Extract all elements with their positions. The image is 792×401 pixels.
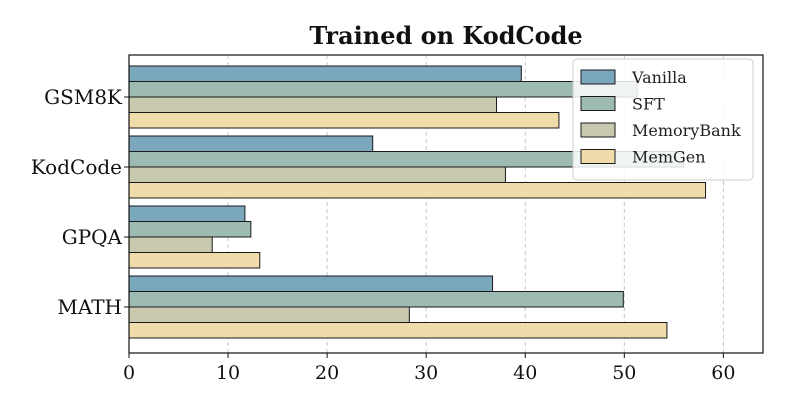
y-category-label: MATH [57,295,122,319]
bar-memgen-kodcode [128,182,707,199]
x-tick-label: 20 [315,362,339,384]
y-axis-categories: GSM8K KodCode GPQA MATH [31,85,129,319]
bar-sft-gpqa [128,221,252,238]
legend-label: SFT [632,95,665,114]
legend-swatch [580,69,616,85]
x-tick-label: 60 [711,362,735,384]
bar-vanilla-gpqa [128,205,246,222]
y-category-label: GSM8K [44,85,123,109]
bar-memgen-gsm8k [128,112,560,129]
y-category-label: KodCode [31,155,122,179]
bar-memorybank-gpqa [128,236,213,253]
legend: Vanilla SFT MemoryBank MemGen [572,58,754,181]
bar-vanilla-gsm8k [128,65,522,82]
x-axis-ticks: 0 10 20 30 40 50 60 [123,353,735,384]
x-tick-label: 30 [414,362,438,384]
x-tick-label: 10 [216,362,240,384]
bar-vanilla-math [128,275,494,292]
plot-frame [128,54,764,354]
y-category-label: GPQA [62,225,123,249]
bar-sft-math [128,291,624,308]
bar-memgen-math [128,322,668,339]
legend-label: MemoryBank [632,121,741,140]
bar-memorybank-kodcode [128,166,506,183]
bar-memgen-gpqa [128,252,261,269]
x-tick-label: 40 [513,362,537,384]
legend-swatch [580,149,616,164]
chart-title: Trained on KodCode [309,21,582,50]
legend-box [572,58,754,181]
legend-label: MemGen [632,148,706,167]
bar-vanilla-kodcode [128,135,374,152]
x-tick-label: 50 [612,362,636,384]
bar-sft-gsm8k [128,81,638,98]
bar-memorybank-math [128,306,410,323]
bar-memorybank-gsm8k [128,96,498,113]
legend-swatch [580,96,616,111]
x-tick-label: 0 [123,362,135,384]
legend-label: Vanilla [631,68,687,87]
legend-swatch [580,122,616,138]
